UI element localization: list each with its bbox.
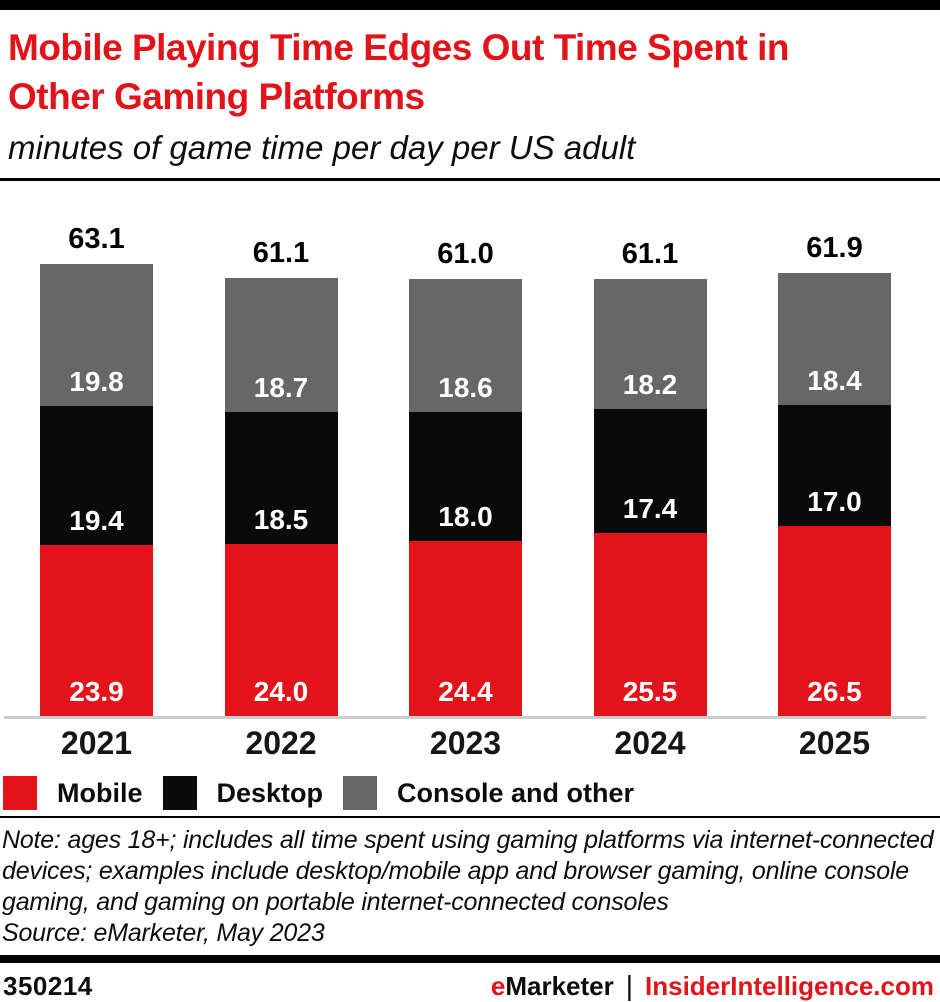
legend-label-desktop: Desktop: [216, 777, 324, 808]
chart-id: 350214: [3, 970, 93, 1001]
x-axis-line: [4, 716, 926, 719]
legend: Mobile Desktop Console and other: [0, 762, 940, 816]
bar-segment-desktop: 18.5: [224, 411, 338, 545]
bar-segment-value: 18.6: [438, 372, 493, 404]
bar-segment-value: 18.0: [438, 501, 493, 533]
x-axis-label-2021: 2021: [60, 725, 133, 761]
x-axis-label-2023: 2023: [429, 725, 502, 761]
chart-title: Mobile Playing Time Edges Out Time Spent…: [8, 23, 930, 121]
bar-segment-console-and-other: 19.8: [40, 264, 153, 406]
legend-item-console-and-other: Console and other: [343, 776, 634, 810]
note-text-line: Note: ages 18+; includes all time spent …: [2, 826, 934, 854]
legend-swatch-desktop: [162, 776, 197, 810]
legend-swatch-mobile: [3, 776, 37, 810]
stacked-bar-2021: 19.8 19.4 23.9: [40, 264, 153, 716]
x-axis-label-2022: 2022: [245, 725, 317, 761]
bar-segment-desktop: 18.0: [409, 412, 522, 542]
footer-brands: eMarketer | InsiderIntelligence.com: [491, 970, 934, 1002]
title-divider: [0, 178, 940, 181]
chart-subtitle: minutes of game time per day per US adul…: [8, 129, 636, 166]
bar-segment-mobile: 26.5: [778, 526, 891, 716]
bar-segment-desktop: 17.4: [593, 408, 707, 534]
bar-segment-mobile: 24.4: [409, 541, 522, 716]
bar-column-2025: 61.9 18.4 17.0 26.5: [778, 232, 891, 716]
legend-item-mobile: Mobile: [3, 776, 143, 810]
bar-column-2021: 63.1 19.8 19.4 23.9: [40, 223, 153, 716]
bar-segment-console-and-other: 18.2: [593, 278, 707, 409]
bar-segment-mobile: 24.0: [224, 544, 338, 716]
chart-header: Mobile Playing Time Edges Out Time Spent…: [0, 10, 940, 168]
stacked-bar-2023: 18.6 18.0 24.4: [409, 279, 522, 716]
notes-divider: [0, 816, 940, 818]
bar-column-2024: 61.1 18.2 17.4 25.5: [593, 237, 707, 716]
insider-intelligence-link[interactable]: InsiderIntelligence.com: [645, 970, 934, 1001]
footer-separator: |: [625, 970, 634, 1001]
footer-border-bar: [0, 955, 940, 963]
chart-title-line2: Other Gaming Platforms: [8, 76, 425, 117]
bar-segment-value: 18.4: [807, 364, 862, 396]
bar-segment-value: 17.0: [807, 486, 862, 518]
legend-swatch-console-and-other: [343, 776, 378, 810]
bar-segment-console-and-other: 18.6: [409, 279, 522, 413]
bar-segment-value: 23.9: [69, 676, 124, 707]
bar-segment-desktop: 19.4: [40, 406, 153, 545]
bar-segment-mobile: 25.5: [593, 533, 707, 716]
bar-column-2022: 61.1 18.7 18.5 24.0: [224, 236, 338, 716]
x-axis-labels: 2021 2022 2023 2024 2025: [0, 725, 940, 762]
bar-total-label: 63.1: [68, 223, 125, 256]
bar-segment-value: 19.8: [69, 366, 124, 397]
bar-segment-value: 25.5: [622, 676, 678, 707]
x-axis-label-2024: 2024: [614, 725, 686, 761]
bar-segment-console-and-other: 18.7: [224, 277, 338, 412]
stacked-bar-2025: 18.4 17.0 26.5: [778, 272, 891, 716]
x-axis-label-2025: 2025: [798, 725, 871, 761]
legend-label-console-and-other: Console and other: [397, 777, 635, 808]
bar-segment-value: 26.5: [807, 676, 862, 707]
bar-total-label: 61.0: [437, 238, 494, 271]
bars-area: 63.1 19.8 19.4 23.9 61.1 18.7 18.5 24.0 61.0 18.6…: [0, 181, 940, 716]
bar-segment-desktop: 17.0: [778, 404, 891, 527]
bar-total-label: 61.9: [806, 231, 863, 264]
note-text-line: gaming, and gaming on portable internet-…: [2, 888, 669, 916]
bar-total-label: 61.1: [252, 236, 310, 269]
footer: 350214 eMarketer | InsiderIntelligence.c…: [0, 963, 940, 1002]
bar-segment-value: 18.5: [253, 504, 309, 536]
notes: Note: ages 18+; includes all time spent …: [0, 818, 940, 955]
emarketer-logo: eMarketer: [491, 971, 614, 1002]
bar-total-label: 61.1: [621, 237, 679, 270]
chart-title-line1: Mobile Playing Time Edges Out Time Spent…: [8, 27, 790, 68]
legend-item-desktop: Desktop: [162, 776, 324, 810]
source-text: Source: eMarketer, May 2023: [2, 919, 325, 947]
bar-segment-mobile: 23.9: [40, 544, 153, 716]
bar-segment-value: 24.4: [438, 676, 493, 707]
bar-segment-value: 18.7: [253, 371, 309, 403]
stacked-bar-chart: 63.1 19.8 19.4 23.9 61.1 18.7 18.5 24.0 61.0 18.6…: [0, 181, 940, 762]
bar-segment-value: 24.0: [253, 676, 309, 707]
stacked-bar-2024: 18.2 17.4 25.5: [593, 278, 707, 716]
bar-segment-value: 19.4: [69, 504, 124, 536]
emarketer-logo-e: e: [490, 970, 506, 1001]
legend-label-mobile: Mobile: [57, 777, 143, 808]
top-border-bar: [0, 0, 940, 10]
stacked-bar-2022: 18.7 18.5 24.0: [224, 277, 338, 716]
bar-column-2023: 61.0 18.6 18.0 24.4: [409, 238, 522, 716]
emarketer-logo-rest: Marketer: [505, 970, 614, 1001]
note-text-line: devices; examples include desktop/mobile…: [2, 857, 909, 885]
bar-segment-console-and-other: 18.4: [778, 272, 891, 405]
bar-segment-value: 18.2: [622, 368, 678, 400]
bar-segment-value: 17.4: [622, 493, 678, 525]
